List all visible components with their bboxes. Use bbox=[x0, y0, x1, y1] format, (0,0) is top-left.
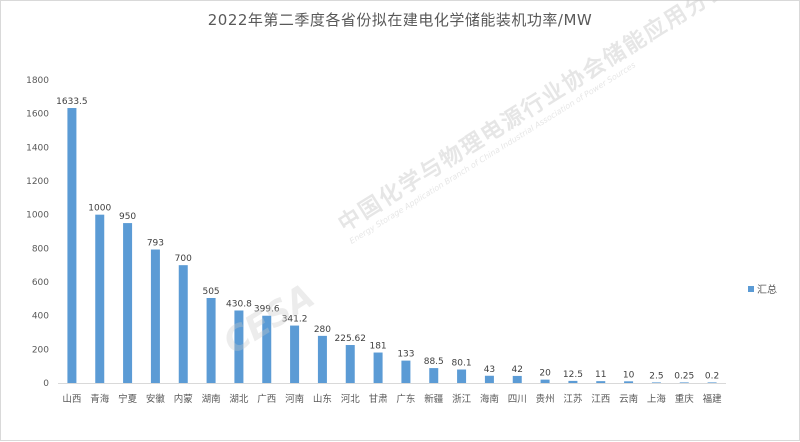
x-tick-label: 江西 bbox=[591, 394, 610, 405]
data-label: 505 bbox=[202, 287, 219, 297]
legend-swatch bbox=[748, 285, 754, 292]
x-tick-label: 新疆 bbox=[424, 393, 444, 405]
x-tick-label: 贵州 bbox=[536, 393, 555, 405]
bar bbox=[373, 352, 383, 383]
x-tick-label: 重庆 bbox=[675, 393, 695, 405]
x-tick-label: 浙江 bbox=[452, 393, 472, 405]
x-tick-label: 山东 bbox=[313, 393, 332, 405]
bar bbox=[67, 108, 77, 383]
bar bbox=[401, 360, 411, 383]
data-label: 43 bbox=[484, 365, 495, 375]
y-tick-label: 400 bbox=[32, 312, 49, 322]
y-tick-label: 1800 bbox=[26, 76, 49, 86]
chart-title: 2022年第二季度各省份拟在建电化学储能装机功率/MW bbox=[207, 11, 593, 29]
bar bbox=[457, 369, 467, 383]
x-tick-label: 内蒙 bbox=[174, 393, 193, 405]
data-label: 399.6 bbox=[254, 305, 280, 315]
bar bbox=[651, 382, 661, 383]
x-tick-label: 安徽 bbox=[146, 393, 166, 405]
bar bbox=[512, 375, 522, 383]
data-label: 11 bbox=[595, 370, 606, 380]
x-tick-label: 山西 bbox=[62, 394, 81, 405]
bar bbox=[178, 265, 188, 383]
bar bbox=[262, 315, 272, 383]
y-tick-label: 800 bbox=[32, 244, 49, 254]
x-tick-label: 广东 bbox=[396, 393, 415, 405]
data-label: 1000 bbox=[88, 204, 111, 214]
data-label: 950 bbox=[119, 212, 136, 222]
bar bbox=[290, 325, 300, 383]
bar bbox=[345, 345, 355, 383]
bar bbox=[95, 214, 105, 383]
x-tick-label: 湖南 bbox=[202, 393, 221, 405]
data-label: 0.2 bbox=[705, 371, 719, 381]
x-tick-label: 宁夏 bbox=[118, 393, 138, 405]
y-tick-label: 200 bbox=[32, 345, 49, 355]
bar bbox=[679, 382, 689, 383]
bar bbox=[624, 381, 634, 383]
x-tick-label: 青海 bbox=[90, 393, 110, 405]
y-tick-label: 1200 bbox=[26, 177, 49, 187]
data-label: 1633.5 bbox=[56, 97, 88, 107]
x-tick-label: 广西 bbox=[257, 393, 276, 405]
bar bbox=[429, 368, 439, 383]
data-label: 12.5 bbox=[563, 370, 583, 380]
y-tick-label: 1400 bbox=[26, 143, 49, 153]
data-label: 341.2 bbox=[282, 315, 308, 325]
y-tick-label: 1000 bbox=[26, 211, 49, 221]
x-tick-label: 甘肃 bbox=[369, 393, 388, 405]
data-label: 80.1 bbox=[452, 359, 472, 369]
data-label: 793 bbox=[147, 239, 164, 249]
data-label: 700 bbox=[175, 254, 192, 264]
legend: 汇总 bbox=[748, 281, 777, 296]
data-label: 133 bbox=[397, 350, 414, 360]
bar bbox=[123, 223, 133, 383]
data-label: 88.5 bbox=[424, 357, 444, 367]
data-label: 280 bbox=[314, 325, 331, 335]
x-tick-label: 河南 bbox=[285, 393, 304, 405]
bar bbox=[317, 335, 327, 383]
data-label: 225.62 bbox=[335, 334, 367, 344]
legend-label: 汇总 bbox=[757, 285, 777, 296]
y-axis: 0 200 400 600 800 1000 1200 1400 1600 1800 bbox=[26, 76, 49, 389]
x-tick-label: 江苏 bbox=[563, 393, 583, 405]
x-tick-label: 海南 bbox=[480, 393, 499, 405]
bar bbox=[707, 382, 717, 383]
bar bbox=[540, 379, 550, 383]
bar bbox=[206, 297, 216, 383]
data-label: 2.5 bbox=[649, 371, 663, 381]
x-tick-label: 河北 bbox=[341, 393, 361, 405]
bars bbox=[67, 108, 717, 383]
data-label: 10 bbox=[623, 370, 635, 380]
bar bbox=[234, 310, 244, 383]
data-label: 181 bbox=[369, 342, 386, 352]
bar bbox=[568, 380, 578, 383]
bar bbox=[150, 249, 160, 383]
x-axis: 山西 青海 宁夏 安徽 内蒙 湖南 湖北 广西 河南 山东 河北 甘肃 广东 新疆 浙江 海南 四川 贵州 江苏 江西… bbox=[58, 383, 726, 405]
x-tick-label: 云南 bbox=[619, 393, 638, 405]
y-tick-label: 1600 bbox=[26, 110, 49, 120]
y-tick-label: 0 bbox=[43, 379, 49, 389]
x-tick-label: 上海 bbox=[647, 393, 667, 405]
data-label: 20 bbox=[539, 369, 551, 379]
x-tick-label: 湖北 bbox=[229, 394, 249, 405]
y-tick-label: 600 bbox=[32, 278, 49, 288]
data-label: 430.8 bbox=[226, 299, 252, 309]
data-label: 42 bbox=[512, 365, 523, 375]
x-tick-label: 福建 bbox=[703, 393, 723, 405]
bar bbox=[596, 381, 606, 383]
data-label: 0.25 bbox=[674, 371, 694, 381]
bar bbox=[484, 375, 494, 383]
x-tick-label: 四川 bbox=[508, 394, 527, 405]
